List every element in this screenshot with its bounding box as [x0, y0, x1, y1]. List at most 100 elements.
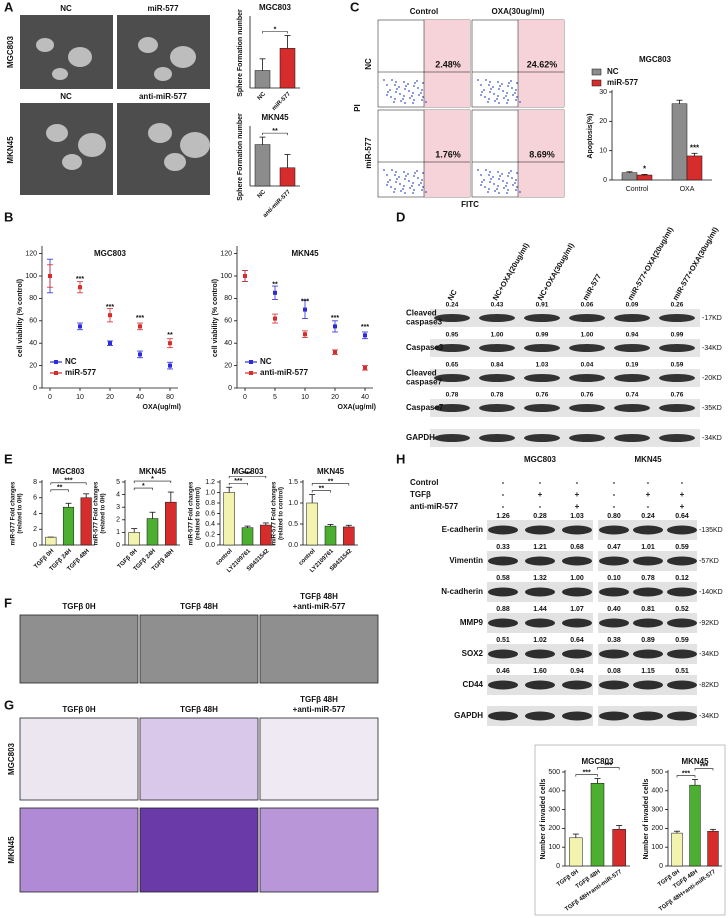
band-value: 0.94 [570, 668, 584, 675]
band-value: 0.04 [581, 362, 594, 369]
bar [671, 832, 683, 867]
band [633, 680, 663, 690]
band [667, 711, 697, 721]
flow-dot [395, 181, 397, 183]
lane-label: NC+OXA(20ug/ml) [491, 241, 531, 302]
band [659, 344, 695, 352]
image-label: TGFβ 48H [300, 592, 338, 601]
image-label: TGFβ 48H [300, 695, 338, 704]
y-tick-label: 1.5 [288, 479, 298, 486]
chart-title: MGC803 [52, 467, 85, 476]
band-value: 0.74 [626, 392, 639, 399]
band [614, 374, 650, 382]
flow-dot [511, 87, 513, 89]
y-tick-label: 100 [220, 273, 232, 280]
bar [62, 506, 75, 546]
flow-dot [507, 99, 509, 101]
band [488, 587, 518, 597]
y-tick-label: 60 [29, 318, 37, 325]
y-tick-label: 0 [556, 863, 560, 870]
chart-title: MGC803 [639, 55, 672, 64]
image-label: TGFβ 48H [180, 705, 218, 714]
flow-dot [488, 98, 490, 100]
band-value: 0.52 [675, 606, 689, 613]
axis-label: Apoptosis(%) [587, 113, 594, 158]
flow-dot [512, 184, 514, 186]
x-tick-label: 10 [301, 394, 309, 401]
row-label: MKN45 [6, 136, 15, 164]
chart-title: MKN45 [291, 249, 319, 258]
flow-dot [417, 87, 419, 89]
band [633, 618, 663, 628]
flow-dot [407, 83, 409, 85]
band [659, 404, 695, 412]
flow-dot [519, 101, 521, 103]
condition-sign: + [680, 490, 685, 499]
bar [612, 829, 626, 867]
flow-dot [396, 178, 398, 180]
flow-dot [403, 95, 405, 97]
condition-sign: - [647, 502, 650, 511]
flow-dot [398, 176, 400, 178]
percentage: 1.76% [435, 149, 461, 159]
band [659, 314, 695, 322]
flow-dot [493, 183, 495, 185]
bar [241, 527, 254, 546]
flow-dot [496, 98, 498, 100]
band [667, 618, 697, 628]
annotation: * [643, 165, 647, 174]
flow-dot [383, 79, 385, 81]
band [667, 587, 697, 597]
condition-sign: - [502, 478, 505, 487]
flow-dot [498, 192, 500, 194]
flow-dot [391, 169, 393, 171]
flow-dot [498, 88, 500, 90]
y-tick-label: 1.2 [205, 479, 215, 486]
band [614, 344, 650, 352]
flow-dot [412, 102, 414, 104]
col-label: OXA(30ug/ml) [492, 7, 545, 16]
micrograph [19, 614, 139, 684]
band-value: 0.78 [446, 392, 459, 399]
legend-swatch [249, 360, 253, 364]
y-tick-label: 0 [116, 542, 120, 549]
band-value: 0.40 [607, 606, 621, 613]
band-value: 0.28 [533, 513, 547, 520]
band-value: 0.51 [496, 637, 510, 644]
panel-letter: G [4, 697, 14, 712]
legend-swatch [54, 360, 58, 364]
panel-letter: C [350, 0, 360, 14]
band-value: 0.78 [491, 392, 504, 399]
condition-sign: - [576, 478, 579, 487]
condition-label: TGFβ [410, 490, 431, 499]
flow-dot [395, 91, 397, 93]
annotation: *** [700, 763, 708, 770]
band [599, 525, 629, 535]
size-label: -34KD [699, 713, 719, 720]
flow-dot [394, 84, 396, 86]
band-value: 0.99 [671, 332, 684, 339]
flow-dot [515, 89, 517, 91]
flow-dot [488, 84, 490, 86]
band [667, 649, 697, 659]
row-label: SOX2 [462, 649, 484, 658]
flow-gate [518, 20, 564, 107]
band [488, 711, 518, 721]
row-label: Cleaved [406, 369, 437, 378]
flow-dot [506, 192, 508, 194]
bar [343, 526, 355, 546]
row-label: MKN45 [7, 836, 16, 864]
flow-dot [412, 92, 414, 94]
flow-dot [422, 96, 424, 98]
flow-dot [391, 79, 393, 81]
significance-bracket [228, 482, 248, 486]
flow-dot [511, 177, 513, 179]
bar [223, 492, 235, 546]
band [479, 314, 515, 322]
flow-dot [499, 175, 501, 177]
row-label: NC [364, 58, 373, 70]
legend-label: NC [260, 357, 272, 366]
legend-swatch [249, 371, 253, 375]
y-tick-label: 80 [224, 295, 232, 302]
